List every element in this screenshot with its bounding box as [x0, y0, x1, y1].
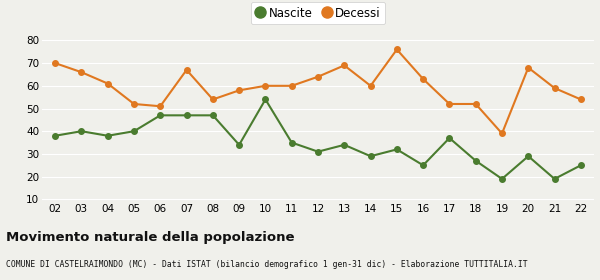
- Text: COMUNE DI CASTELRAIMONDO (MC) - Dati ISTAT (bilancio demografico 1 gen-31 dic) -: COMUNE DI CASTELRAIMONDO (MC) - Dati IST…: [6, 260, 527, 269]
- Text: Movimento naturale della popolazione: Movimento naturale della popolazione: [6, 231, 295, 244]
- Legend: Nascite, Decessi: Nascite, Decessi: [251, 2, 385, 24]
